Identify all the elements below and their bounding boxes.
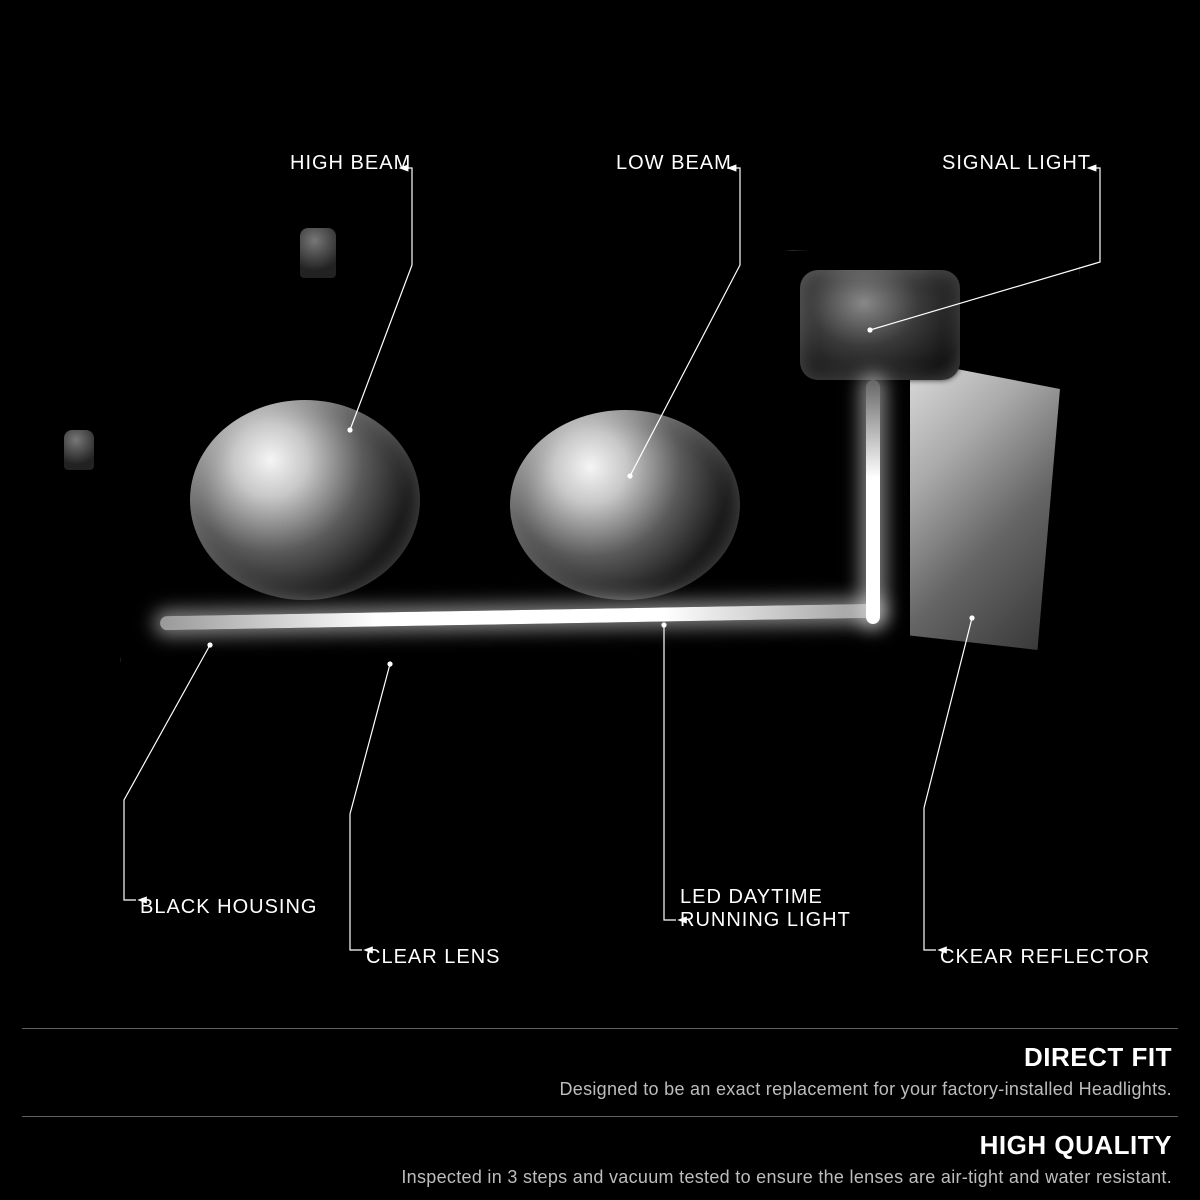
led-bar-vertical [866,380,880,624]
footer-subtitle: Inspected in 3 steps and vacuum tested t… [28,1167,1172,1188]
callout-label-signal-light: SIGNAL LIGHT [942,152,1091,175]
diagram-canvas: HIGH BEAM LOW BEAM SIGNAL LIGHT BLACK HOUSI… [0,0,1200,1200]
footer-title: DIRECT FIT [28,1042,1172,1073]
adjuster-knob [64,430,94,470]
callout-label-led-drl: LED DAYTIME RUNNING LIGHT [680,886,851,932]
high-beam-bulb [190,400,420,600]
footer-subtitle: Designed to be an exact replacement for … [28,1079,1172,1100]
footer-divider-1 [22,1028,1178,1029]
footer-block-high-quality: HIGH QUALITY Inspected in 3 steps and va… [0,1130,1200,1188]
footer-title: HIGH QUALITY [28,1130,1172,1161]
headlight-assembly [40,240,1110,700]
footer-block-direct-fit: DIRECT FIT Designed to be an exact repla… [0,1042,1200,1100]
callout-label-low-beam: LOW BEAM [616,152,732,175]
footer-divider-2 [22,1116,1178,1117]
callout-label-black-housing: BLACK HOUSING [140,896,317,919]
side-reflector [910,360,1060,650]
callout-label-clear-lens: CLEAR LENS [366,946,501,969]
low-beam-bulb [510,410,740,600]
adjuster-knob [300,228,336,278]
callout-label-high-beam: HIGH BEAM [290,152,411,175]
callout-label-ckear-reflector: CKEAR REFLECTOR [940,946,1150,969]
signal-bulb [800,270,960,380]
